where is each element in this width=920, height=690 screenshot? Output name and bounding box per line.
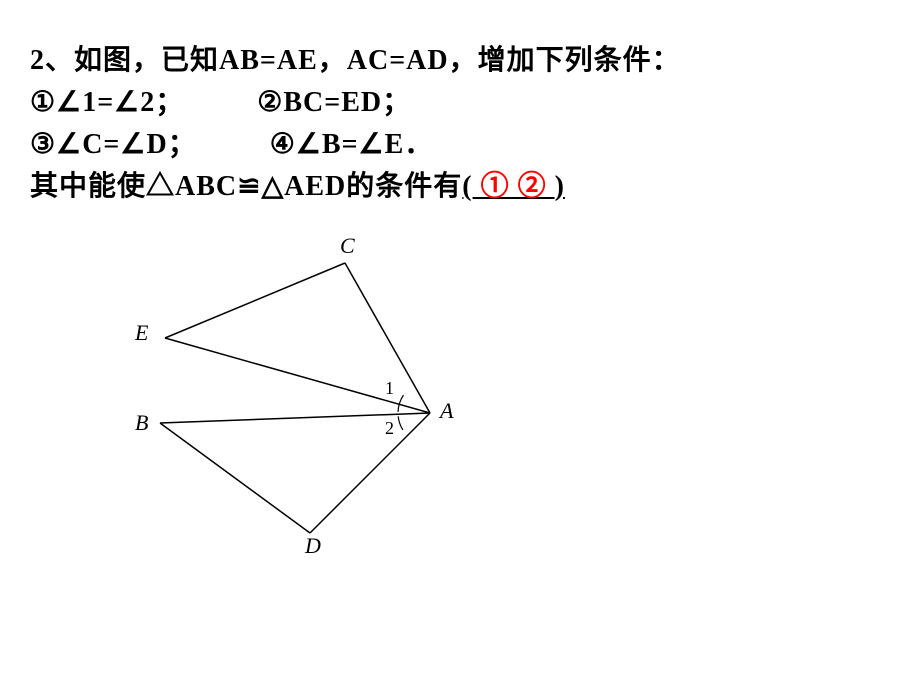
spacer-1: [170, 87, 257, 118]
problem-line-3: ③∠C=∠D； ④∠B=∠E．: [30, 124, 890, 166]
problem-line-4: 其中能使△ABC≌△AED的条件有( ① ② ): [30, 166, 890, 208]
angle-2-label: 2: [385, 418, 394, 439]
figure-svg: [130, 238, 470, 558]
label-D: D: [305, 533, 321, 559]
geometry-figure: C E A B D 1 2: [130, 238, 470, 558]
answer-value: ① ②: [473, 171, 555, 202]
cond-3: ③∠C=∠D；: [30, 129, 183, 160]
problem-line-1: 2、如图，已知AB=AE，AC=AD，增加下列条件：: [30, 40, 890, 82]
problem-text: 2、如图，已知AB=AE，AC=AD，增加下列条件： ①∠1=∠2； ②BC=E…: [30, 40, 890, 208]
problem-line-2: ①∠1=∠2； ②BC=ED；: [30, 82, 890, 124]
paren-close: ): [555, 171, 565, 202]
cond-4: ④∠B=∠E．: [270, 129, 434, 160]
conclusion-before: 其中能使△ABC≌△AED的条件有: [30, 171, 462, 202]
cond-1: ①∠1=∠2；: [30, 87, 170, 118]
paren-open: (: [462, 171, 472, 202]
label-B: B: [135, 410, 148, 436]
label-C: C: [340, 233, 355, 259]
spacer-2: [183, 129, 270, 160]
label-A: A: [440, 398, 453, 424]
cond-2: ②BC=ED；: [257, 87, 411, 118]
angle-1-label: 1: [385, 378, 394, 399]
label-E: E: [135, 320, 148, 346]
answer-blank: ( ① ② ): [462, 171, 565, 202]
